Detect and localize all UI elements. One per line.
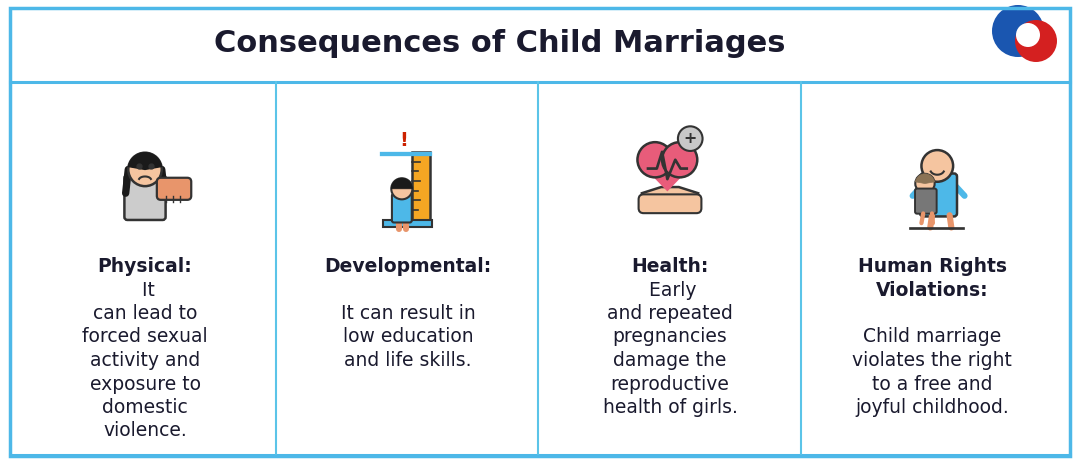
Text: forced sexual: forced sexual [82,328,207,346]
FancyBboxPatch shape [920,173,957,216]
FancyBboxPatch shape [392,194,411,223]
Text: It: It [136,280,154,299]
Text: damage the: damage the [613,351,727,370]
Circle shape [129,153,162,186]
Polygon shape [642,187,698,207]
Text: exposure to: exposure to [90,375,201,394]
Text: and life skills.: and life skills. [345,351,472,370]
Text: violates the right: violates the right [852,351,1012,370]
Text: Developmental:: Developmental: [324,257,491,276]
Circle shape [391,178,413,200]
Text: Early: Early [644,280,697,299]
Wedge shape [129,153,162,170]
Circle shape [993,5,1044,57]
Wedge shape [916,174,934,183]
Circle shape [921,150,954,182]
Bar [639,154,696,163]
Text: It can result in: It can result in [340,304,475,323]
FancyBboxPatch shape [383,220,432,227]
Text: domestic: domestic [103,398,188,417]
Text: +: + [684,131,697,146]
Text: activity and: activity and [90,351,200,370]
FancyBboxPatch shape [413,152,430,224]
Text: violence.: violence. [103,421,187,440]
Circle shape [662,142,698,177]
Circle shape [915,174,934,193]
FancyBboxPatch shape [915,188,936,214]
Text: joyful childhood.: joyful childhood. [855,398,1009,417]
FancyBboxPatch shape [124,175,165,220]
Text: Consequences of Child Marriages: Consequences of Child Marriages [214,30,786,59]
Circle shape [1015,20,1057,62]
Text: Human Rights: Human Rights [858,257,1007,276]
Text: Violations:: Violations: [876,280,988,299]
Circle shape [637,142,673,177]
Text: Health:: Health: [632,257,708,276]
FancyBboxPatch shape [638,195,701,213]
Circle shape [678,126,703,151]
Text: reproductive: reproductive [610,375,729,394]
Text: pregnancies: pregnancies [612,328,727,346]
Polygon shape [639,163,696,191]
Text: to a free and: to a free and [872,375,993,394]
FancyBboxPatch shape [157,178,191,200]
Text: Child marriage: Child marriage [863,328,1001,346]
Text: low education: low education [342,328,473,346]
Wedge shape [391,178,413,189]
Text: health of girls.: health of girls. [603,398,738,417]
Text: and repeated: and repeated [607,304,733,323]
Text: !: ! [400,131,408,150]
Circle shape [1016,23,1040,47]
Text: can lead to: can lead to [93,304,198,323]
Text: Physical:: Physical: [97,257,192,276]
